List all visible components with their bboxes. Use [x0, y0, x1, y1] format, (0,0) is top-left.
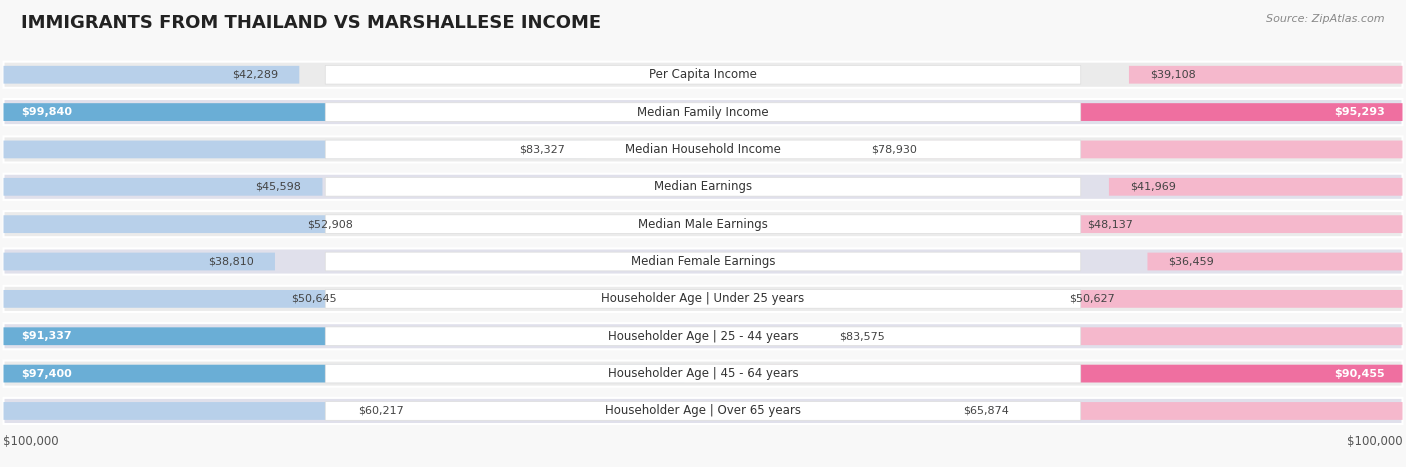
- Text: Householder Age | Over 65 years: Householder Age | Over 65 years: [605, 404, 801, 417]
- FancyBboxPatch shape: [1049, 290, 1403, 308]
- Text: $83,575: $83,575: [839, 331, 884, 341]
- FancyBboxPatch shape: [1147, 253, 1403, 270]
- Text: $90,455: $90,455: [1334, 368, 1385, 379]
- FancyBboxPatch shape: [3, 286, 1403, 312]
- FancyBboxPatch shape: [1129, 66, 1403, 84]
- FancyBboxPatch shape: [3, 103, 702, 121]
- Text: Median Earnings: Median Earnings: [654, 180, 752, 193]
- Text: Per Capita Income: Per Capita Income: [650, 68, 756, 81]
- Text: $50,627: $50,627: [1070, 294, 1115, 304]
- Legend: Immigrants from Thailand, Marshallese: Immigrants from Thailand, Marshallese: [550, 464, 856, 467]
- FancyBboxPatch shape: [3, 402, 425, 420]
- FancyBboxPatch shape: [818, 327, 1403, 345]
- FancyBboxPatch shape: [3, 361, 1403, 387]
- FancyBboxPatch shape: [3, 178, 322, 196]
- Text: Householder Age | 25 - 44 years: Householder Age | 25 - 44 years: [607, 330, 799, 343]
- Text: $95,293: $95,293: [1334, 107, 1385, 117]
- FancyBboxPatch shape: [3, 99, 1403, 125]
- FancyBboxPatch shape: [3, 290, 357, 308]
- FancyBboxPatch shape: [3, 215, 374, 233]
- Text: Median Household Income: Median Household Income: [626, 143, 780, 156]
- Text: $48,137: $48,137: [1087, 219, 1133, 229]
- FancyBboxPatch shape: [3, 211, 1403, 237]
- Text: $91,337: $91,337: [21, 331, 72, 341]
- Text: $52,908: $52,908: [307, 219, 353, 229]
- Text: $45,598: $45,598: [256, 182, 301, 192]
- Text: $38,810: $38,810: [208, 256, 254, 267]
- FancyBboxPatch shape: [1066, 215, 1403, 233]
- FancyBboxPatch shape: [325, 327, 1081, 346]
- FancyBboxPatch shape: [325, 65, 1081, 84]
- FancyBboxPatch shape: [769, 365, 1403, 382]
- Text: $39,108: $39,108: [1150, 70, 1195, 80]
- Text: $41,969: $41,969: [1130, 182, 1175, 192]
- FancyBboxPatch shape: [325, 215, 1081, 234]
- FancyBboxPatch shape: [3, 62, 1403, 88]
- FancyBboxPatch shape: [325, 402, 1081, 420]
- Text: $83,327: $83,327: [519, 144, 565, 155]
- FancyBboxPatch shape: [325, 252, 1081, 271]
- Text: Householder Age | 45 - 64 years: Householder Age | 45 - 64 years: [607, 367, 799, 380]
- Text: $78,930: $78,930: [872, 144, 917, 155]
- Text: $100,000: $100,000: [3, 435, 59, 448]
- Text: $65,874: $65,874: [963, 406, 1008, 416]
- FancyBboxPatch shape: [942, 402, 1403, 420]
- Text: $36,459: $36,459: [1168, 256, 1215, 267]
- FancyBboxPatch shape: [3, 323, 1403, 349]
- FancyBboxPatch shape: [325, 103, 1081, 121]
- Text: $60,217: $60,217: [359, 406, 404, 416]
- Text: IMMIGRANTS FROM THAILAND VS MARSHALLESE INCOME: IMMIGRANTS FROM THAILAND VS MARSHALLESE …: [21, 14, 602, 32]
- FancyBboxPatch shape: [325, 290, 1081, 308]
- FancyBboxPatch shape: [3, 398, 1403, 424]
- FancyBboxPatch shape: [325, 177, 1081, 196]
- FancyBboxPatch shape: [325, 364, 1081, 383]
- FancyBboxPatch shape: [3, 365, 685, 382]
- FancyBboxPatch shape: [3, 66, 299, 84]
- FancyBboxPatch shape: [325, 140, 1081, 159]
- FancyBboxPatch shape: [3, 253, 276, 270]
- FancyBboxPatch shape: [851, 141, 1403, 158]
- FancyBboxPatch shape: [735, 103, 1403, 121]
- Text: $97,400: $97,400: [21, 368, 72, 379]
- FancyBboxPatch shape: [3, 248, 1403, 275]
- Text: Median Male Earnings: Median Male Earnings: [638, 218, 768, 231]
- Text: $99,840: $99,840: [21, 107, 72, 117]
- FancyBboxPatch shape: [3, 327, 643, 345]
- Text: Householder Age | Under 25 years: Householder Age | Under 25 years: [602, 292, 804, 305]
- FancyBboxPatch shape: [1109, 178, 1403, 196]
- Text: $100,000: $100,000: [1347, 435, 1403, 448]
- FancyBboxPatch shape: [3, 174, 1403, 200]
- Text: Median Female Earnings: Median Female Earnings: [631, 255, 775, 268]
- FancyBboxPatch shape: [3, 141, 586, 158]
- Text: Source: ZipAtlas.com: Source: ZipAtlas.com: [1267, 14, 1385, 24]
- Text: $42,289: $42,289: [232, 70, 278, 80]
- FancyBboxPatch shape: [3, 136, 1403, 163]
- Text: Median Family Income: Median Family Income: [637, 106, 769, 119]
- Text: $50,645: $50,645: [291, 294, 337, 304]
